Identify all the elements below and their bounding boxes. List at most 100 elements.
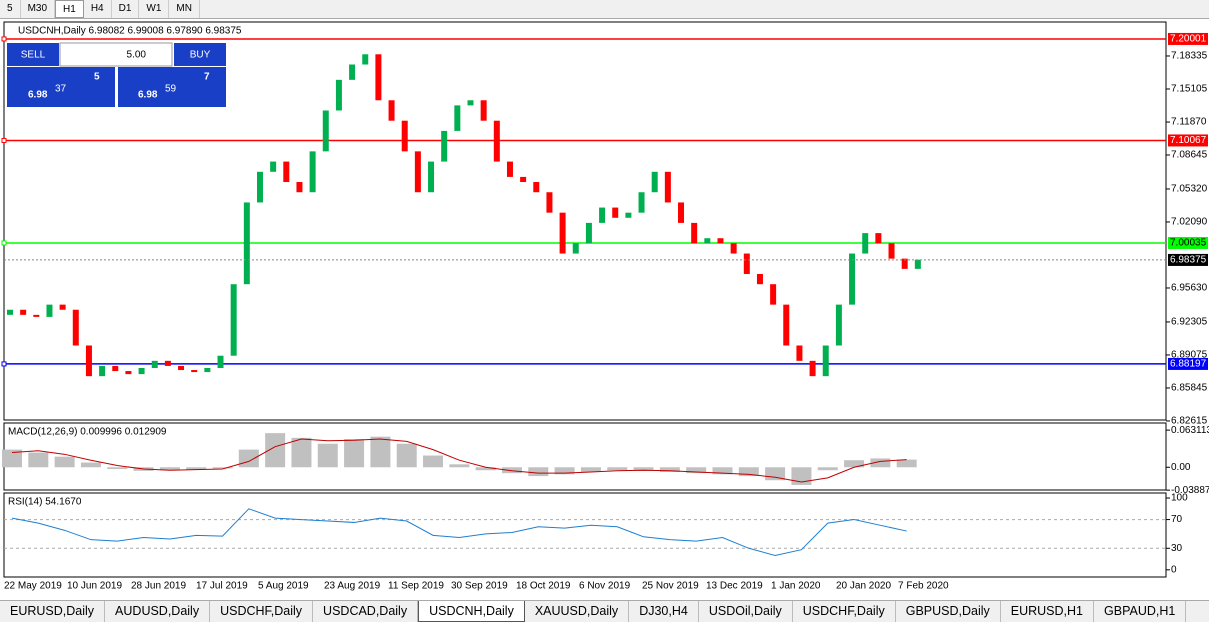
- timeframe-button[interactable]: D1: [112, 0, 140, 18]
- x-tick-label: 11 Sep 2019: [388, 581, 444, 592]
- macd-bar: [844, 460, 865, 468]
- level-label-bg: [1168, 236, 1208, 249]
- timeframe-button[interactable]: 5: [0, 0, 21, 18]
- timeframe-button[interactable]: M30: [21, 0, 56, 18]
- sell-price-box[interactable]: [7, 67, 115, 107]
- chart-tab[interactable]: GBPUSD,Daily: [896, 601, 1001, 622]
- candle-body: [480, 100, 487, 121]
- candle-body: [454, 105, 461, 131]
- chart-tab[interactable]: DJ30,H4: [629, 601, 699, 622]
- candle-body: [335, 79, 342, 111]
- candle-body: [520, 176, 527, 183]
- candle-body: [309, 151, 316, 193]
- buy-price-box[interactable]: [118, 67, 226, 107]
- candle-body: [401, 120, 408, 152]
- y-tick-label: -0.038872: [1171, 485, 1209, 496]
- timeframe-button[interactable]: W1: [139, 0, 170, 18]
- candle-body: [493, 120, 500, 162]
- macd-title: MACD(12,26,9) 0.009996 0.012909: [8, 427, 167, 438]
- x-tick-label: 20 Jan 2020: [836, 581, 891, 592]
- chart-bg: [0, 19, 1209, 600]
- rsi-title: RSI(14) 54.1670: [8, 497, 82, 508]
- macd-bar: [2, 449, 22, 468]
- sell-pip: 5: [94, 72, 100, 83]
- candle-body: [506, 161, 513, 177]
- x-tick-label: 13 Dec 2019: [706, 581, 763, 592]
- timeframe-button[interactable]: H1: [55, 0, 84, 18]
- candle-body: [914, 259, 921, 269]
- macd-bar: [423, 455, 444, 468]
- chart-tab[interactable]: XAUUSD,Daily: [525, 601, 630, 622]
- buy-label: BUY: [190, 50, 211, 61]
- macd-bar: [528, 467, 549, 477]
- y-tick-label: 70: [1171, 514, 1183, 525]
- macd-bar: [475, 467, 496, 471]
- chart-tab[interactable]: EURUSD,H1: [1001, 601, 1095, 622]
- macd-bar: [159, 467, 180, 471]
- candle-body: [901, 258, 908, 269]
- macd-bar: [80, 462, 101, 468]
- level-label: 6.88197: [1170, 359, 1207, 370]
- candle-body: [59, 304, 66, 310]
- candle-body: [217, 355, 224, 368]
- candle-body: [638, 192, 645, 213]
- candle-body: [85, 345, 92, 377]
- rsi-line: [11, 508, 907, 556]
- timeframe-button[interactable]: MN: [169, 0, 200, 18]
- macd-bar: [607, 467, 628, 471]
- candle-body: [151, 360, 158, 368]
- level-label-bg: [1168, 32, 1208, 45]
- lots-input[interactable]: [59, 42, 173, 67]
- x-tick-label: 28 Jun 2019: [131, 581, 186, 592]
- current-price-bg: [1168, 253, 1208, 266]
- macd-bar: [186, 467, 207, 470]
- candle-body: [138, 367, 145, 375]
- chart-tab[interactable]: AUDUSD,Daily: [105, 601, 211, 622]
- macd-bar: [344, 439, 365, 468]
- candle-body: [414, 151, 421, 193]
- chart-tab[interactable]: USDOil,Daily: [699, 601, 793, 622]
- candle-body: [572, 243, 579, 254]
- candle-body: [296, 182, 303, 193]
- macd-bar: [870, 458, 891, 468]
- candle-body: [33, 314, 40, 317]
- y-tick-label: 7.15105: [1171, 84, 1208, 95]
- y-tick-label: 6.92305: [1171, 317, 1208, 328]
- macd-bar: [791, 467, 812, 485]
- chart-tab[interactable]: USDCHF,Daily: [793, 601, 896, 622]
- chart-tab[interactable]: USDCHF,Daily: [210, 601, 314, 622]
- sell-button[interactable]: [7, 43, 59, 66]
- x-tick-label: 5 Aug 2019: [258, 581, 309, 592]
- x-tick-label: 25 Nov 2019: [642, 581, 699, 592]
- candle-body: [559, 212, 566, 254]
- chart-tab[interactable]: USDCNH,Daily: [418, 601, 525, 622]
- sell-big: 6.98: [28, 90, 48, 101]
- buy-big: 6.98: [138, 90, 158, 101]
- candle-body: [72, 309, 79, 346]
- x-tick-label: 30 Sep 2019: [451, 581, 508, 592]
- candle-body: [375, 54, 382, 101]
- chart-tab[interactable]: USDCAD,Daily: [313, 601, 419, 622]
- macd-bar: [712, 467, 733, 475]
- trade-panel: SELL 5.00 BUY 6.98 37 5 6.98 59 7: [7, 42, 226, 107]
- candle-body: [191, 370, 198, 373]
- candle-body: [388, 100, 395, 121]
- level-label: 7.20001: [1170, 34, 1207, 45]
- candle-body: [533, 182, 540, 193]
- candle-body: [835, 304, 842, 346]
- y-tick-label: 0: [1171, 564, 1177, 575]
- candle-body: [822, 345, 829, 377]
- candle-body: [625, 212, 632, 218]
- buy-button[interactable]: [174, 43, 226, 66]
- chart-tab[interactable]: EURUSD,Daily: [0, 601, 106, 622]
- chart-tab[interactable]: GBPAUD,H1: [1094, 601, 1187, 622]
- candle-body: [796, 345, 803, 361]
- rsi-pane: [3, 492, 1167, 578]
- timeframe-button[interactable]: H4: [84, 0, 112, 18]
- macd-bar: [238, 449, 259, 468]
- candle-body: [99, 365, 106, 377]
- candle-body: [178, 365, 185, 371]
- candle-body: [585, 222, 592, 244]
- macd-bar: [291, 437, 312, 468]
